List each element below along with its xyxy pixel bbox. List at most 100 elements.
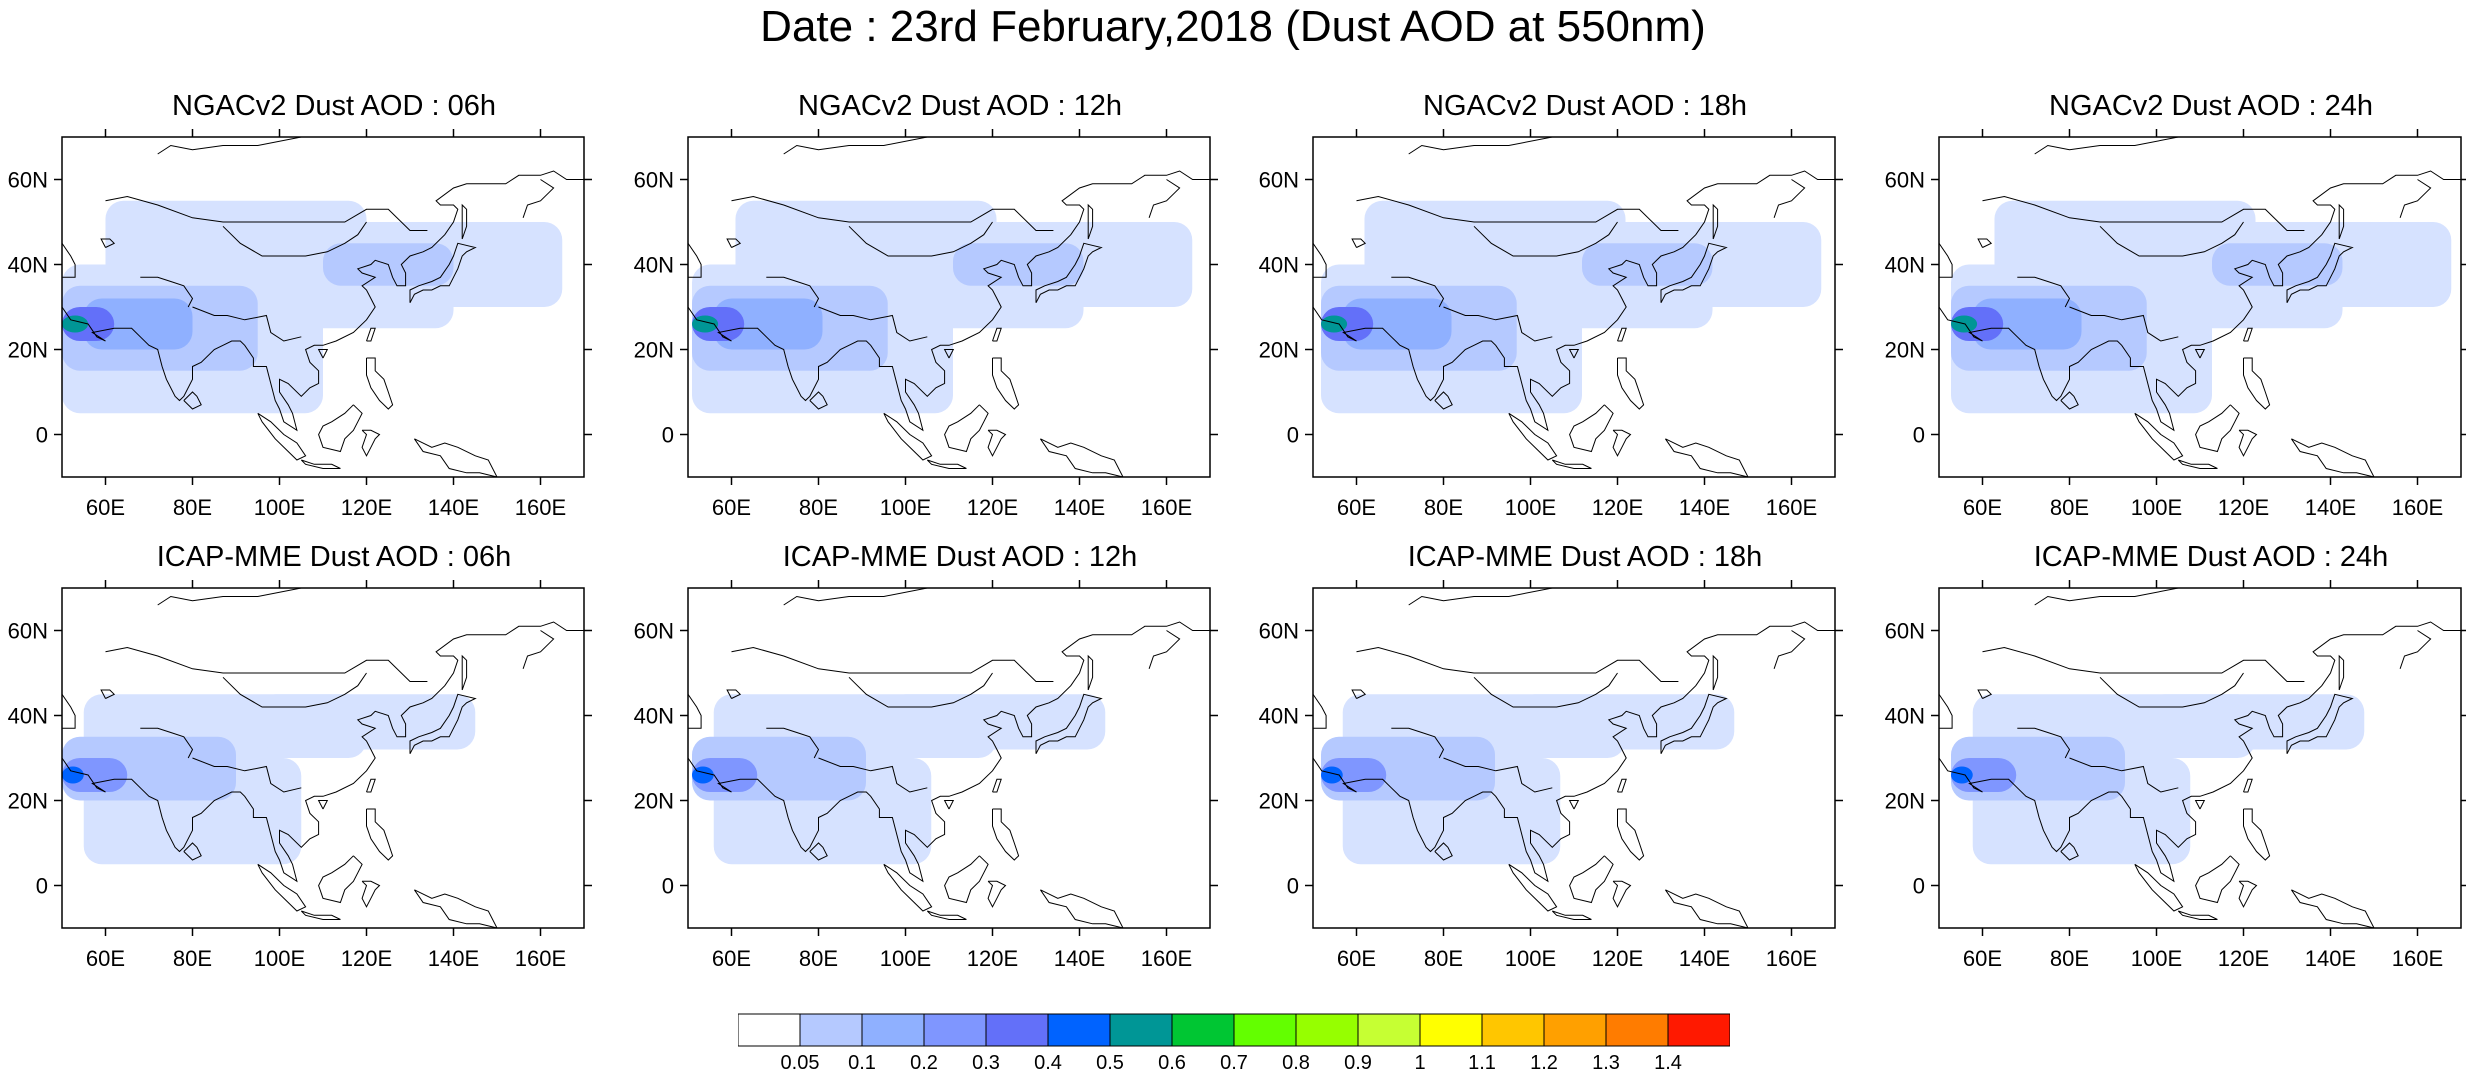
coastline <box>361 429 381 457</box>
lon-tick-label: 80E <box>799 495 838 520</box>
coastline <box>62 170 584 432</box>
dust-field <box>1321 758 1387 792</box>
coastline <box>848 221 993 257</box>
coastline <box>2017 276 2071 308</box>
lat-tick-label: 60N <box>634 619 674 644</box>
panel-title-4: NGACv2 Dust AOD : 24h <box>2049 90 2373 122</box>
lon-tick-label: 160E <box>515 946 566 971</box>
dust-field <box>62 315 89 333</box>
coastline <box>2243 327 2253 342</box>
lon-tick-label: 140E <box>1054 495 1105 520</box>
lat-tick-label: 40N <box>1885 704 1925 729</box>
map-panel-4: 60N 40N 20N 0 60E 80E 100E 120E 140E 160E <box>1885 129 2466 520</box>
coastline <box>1617 357 1645 410</box>
coastline <box>943 349 955 359</box>
lon-tick-label: 140E <box>1054 946 1105 971</box>
lon-tick-label: 100E <box>2131 946 2182 971</box>
coastline <box>2134 863 2184 912</box>
lat-tick-label: 0 <box>1287 874 1299 899</box>
coastline <box>1712 203 1719 240</box>
coastline <box>1087 654 1094 691</box>
coastline <box>731 195 1054 231</box>
coastline <box>317 349 329 359</box>
coastline <box>992 808 1020 861</box>
coastline <box>2060 391 2079 410</box>
lat-tick-label: 20N <box>1885 338 1925 363</box>
map-panel-7: 60N 40N 20N 0 60E 80E 100E 120E 140E 160E <box>1259 580 1843 971</box>
coastline <box>2243 808 2271 861</box>
coastline <box>366 778 376 793</box>
lon-tick-label: 80E <box>173 495 212 520</box>
coastline <box>1313 243 1327 278</box>
coastline <box>1087 203 1094 240</box>
lon-tick-label: 80E <box>2050 495 2089 520</box>
coastline <box>318 404 363 453</box>
coastline <box>2338 203 2345 240</box>
panel-title-1: NGACv2 Dust AOD : 06h <box>172 90 496 122</box>
coastline <box>1977 238 1993 248</box>
dust-field <box>62 758 128 792</box>
coastline <box>409 242 477 304</box>
lon-tick-label: 140E <box>428 495 479 520</box>
lon-tick-label: 140E <box>1679 946 1730 971</box>
coastline <box>992 327 1002 342</box>
coastline <box>726 238 742 248</box>
coastline <box>1617 778 1627 793</box>
colorbar-label: 0.9 <box>1344 1052 1372 1074</box>
lat-tick-label: 40N <box>634 253 674 278</box>
coastline <box>300 910 341 920</box>
lat-tick-label: 40N <box>634 704 674 729</box>
panel-title-5: ICAP-MME Dust AOD : 06h <box>156 541 512 573</box>
map-panel-1: 60N 40N 20N 0 60E 80E 100E 120E 140E 160E <box>8 129 592 520</box>
lon-tick-label: 60E <box>1337 946 1376 971</box>
lat-tick-label: 40N <box>8 704 48 729</box>
coastline <box>1313 170 1835 432</box>
coastline <box>2238 880 2258 908</box>
coastline <box>1148 630 1181 669</box>
coastline <box>688 243 702 278</box>
colorbar-label: 0.1 <box>848 1052 876 1074</box>
coastline <box>2194 800 2206 810</box>
lon-tick-label: 120E <box>1592 495 1643 520</box>
lon-tick-label: 100E <box>2131 495 2182 520</box>
coastline <box>1773 630 1806 669</box>
lat-tick-label: 0 <box>1287 423 1299 448</box>
colorbar-label: 0.05 <box>780 1052 820 1074</box>
map-frame <box>1938 587 2462 929</box>
coastline <box>257 412 307 461</box>
dust-field <box>692 758 758 792</box>
lon-tick-label: 60E <box>1337 495 1376 520</box>
lon-tick-label: 60E <box>86 946 125 971</box>
coastline <box>688 621 1210 883</box>
coastline <box>1434 842 1453 861</box>
lon-tick-label: 160E <box>1766 495 1817 520</box>
lat-tick-label: 60N <box>634 168 674 193</box>
lon-tick-label: 100E <box>254 495 305 520</box>
colorbar-swatch <box>1047 1013 1111 1047</box>
coastline <box>1391 727 1445 759</box>
coastline <box>1569 855 1614 904</box>
lon-tick-label: 80E <box>799 946 838 971</box>
coastline <box>366 357 394 410</box>
dust-field <box>1951 758 2017 792</box>
coastline <box>2399 630 2432 669</box>
colorbar-label: 0.2 <box>910 1052 938 1074</box>
dust-field <box>1321 766 1343 784</box>
coastline <box>809 391 828 410</box>
map-frame <box>61 587 585 929</box>
coastline <box>413 438 498 477</box>
coastline <box>1551 459 1592 469</box>
coastline <box>157 137 302 155</box>
colorbar-label: 0.8 <box>1282 1052 1310 1074</box>
lon-tick-label: 160E <box>1766 946 1817 971</box>
colorbar-label: 0.6 <box>1158 1052 1186 1074</box>
coastline <box>2399 179 2432 218</box>
lon-tick-label: 80E <box>2050 946 2089 971</box>
coastline <box>992 778 1002 793</box>
lon-tick-label: 100E <box>1505 946 1556 971</box>
coastline <box>1664 438 1749 477</box>
lat-tick-label: 0 <box>1913 423 1925 448</box>
coastline <box>1148 179 1181 218</box>
colorbar-swatch <box>1543 1013 1607 1047</box>
lon-tick-label: 60E <box>712 495 751 520</box>
